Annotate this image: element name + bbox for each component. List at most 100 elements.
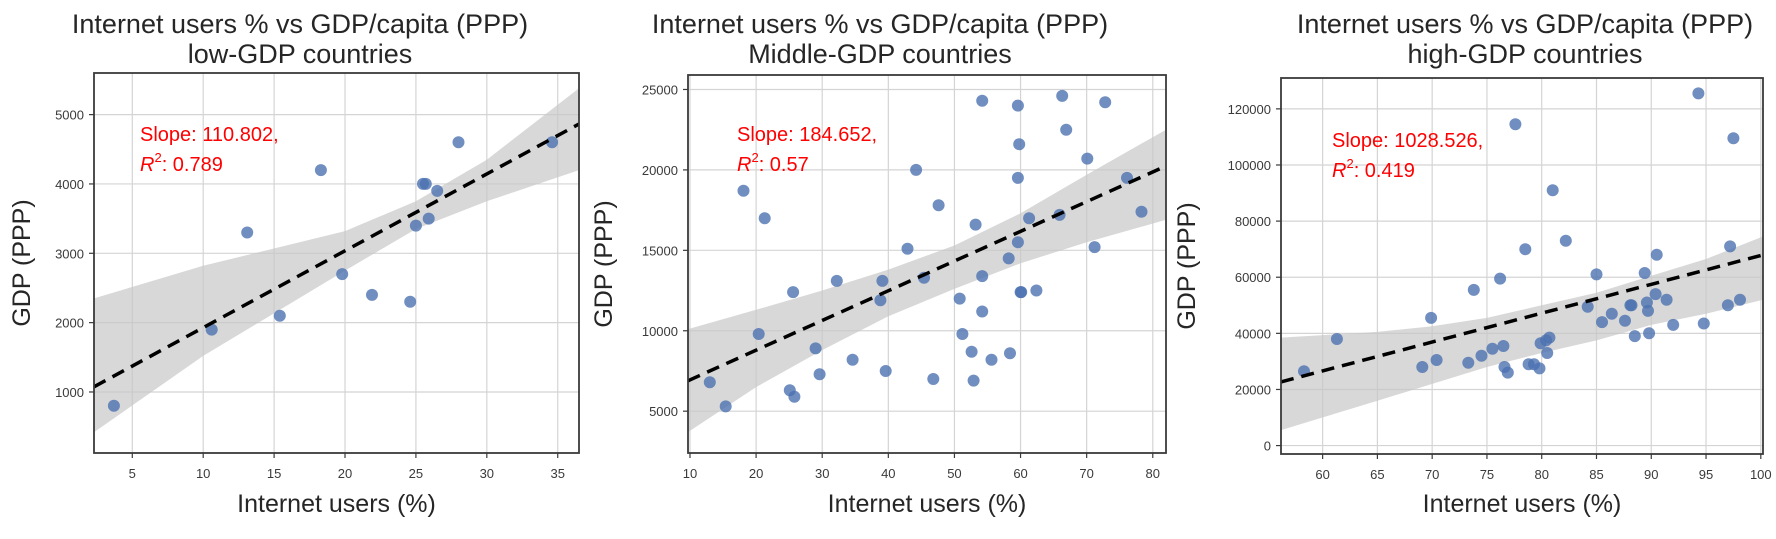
- data-point: [1135, 205, 1148, 218]
- x-tick-label: 10: [683, 466, 697, 481]
- data-point: [419, 177, 432, 190]
- data-point: [336, 268, 349, 281]
- data-point: [788, 390, 801, 403]
- x-tick-label: 30: [815, 466, 829, 481]
- x-tick-label: 100: [1750, 467, 1772, 482]
- data-point: [876, 274, 889, 287]
- data-point: [965, 345, 978, 358]
- data-point: [1501, 366, 1514, 379]
- chart-subtitle: low-GDP countries: [188, 39, 413, 69]
- r2-superscript: 2: [1346, 156, 1353, 171]
- data-point: [546, 136, 559, 149]
- data-point: [1559, 234, 1572, 247]
- y-tick-label: 1000: [55, 385, 84, 400]
- data-point: [1596, 316, 1608, 329]
- y-tick-label: 10000: [642, 324, 678, 339]
- data-point: [1667, 318, 1680, 331]
- data-point: [737, 184, 750, 197]
- data-point: [1088, 241, 1101, 254]
- y-tick-label: 20000: [642, 163, 678, 178]
- data-point: [932, 199, 945, 212]
- data-point: [1692, 87, 1705, 100]
- data-point: [1509, 118, 1522, 131]
- data-point: [273, 309, 286, 322]
- data-point: [431, 184, 444, 197]
- data-point: [976, 270, 989, 283]
- data-point: [1430, 354, 1443, 366]
- data-point: [1475, 349, 1488, 362]
- data-point: [1605, 307, 1618, 320]
- data-point: [787, 286, 800, 299]
- x-tick-label: 70: [1079, 466, 1093, 481]
- data-point: [314, 164, 327, 177]
- x-tick-label: 80: [1534, 467, 1548, 482]
- x-tick-label: 30: [480, 466, 494, 481]
- data-point: [1011, 236, 1024, 249]
- r2-value: : 0.57: [759, 154, 809, 176]
- y-tick-label: 100000: [1228, 158, 1271, 173]
- y-tick-label: 5000: [649, 404, 678, 419]
- data-point: [1467, 283, 1480, 296]
- r2-value: : 0.419: [1354, 160, 1415, 182]
- y-tick-label: 20000: [1235, 382, 1271, 397]
- r2-annotation: R2: 0.57: [737, 150, 809, 176]
- y-tick-label: 25000: [642, 82, 678, 97]
- data-point: [1533, 362, 1546, 375]
- data-point: [813, 368, 826, 381]
- chart-subtitle: Middle-GDP countries: [748, 39, 1012, 69]
- data-point: [703, 376, 716, 389]
- data-point: [409, 219, 422, 232]
- data-point: [1081, 152, 1094, 165]
- data-point: [1642, 304, 1654, 317]
- x-tick-label: 75: [1480, 467, 1494, 482]
- data-point: [953, 292, 966, 305]
- data-point: [404, 295, 417, 308]
- data-point: [1541, 347, 1554, 359]
- data-point: [241, 226, 254, 239]
- data-point: [967, 374, 980, 387]
- data-point: [1330, 333, 1343, 345]
- data-point: [1724, 240, 1737, 253]
- data-point: [1030, 284, 1043, 297]
- x-tick-label: 35: [550, 466, 564, 481]
- data-point: [1638, 267, 1651, 279]
- data-point: [1416, 361, 1429, 373]
- x-axis-label: Internet users (%): [828, 490, 1027, 518]
- slope-annotation: Slope: 184.652,: [737, 124, 877, 146]
- data-point: [1619, 314, 1631, 327]
- chart-subtitle: high-GDP countries: [1407, 39, 1642, 69]
- data-point: [910, 163, 923, 176]
- r2-annotation: R2: 0.789: [140, 150, 223, 176]
- x-tick-label: 5: [129, 466, 136, 481]
- data-point: [1727, 132, 1740, 145]
- x-tick-label: 10: [196, 466, 210, 481]
- chart-title: Internet users % vs GDP/capita (PPP): [652, 9, 1108, 39]
- data-point: [969, 218, 982, 231]
- x-axis-label: Internet users (%): [237, 490, 436, 518]
- data-point: [1625, 299, 1638, 312]
- regression-line: [94, 122, 579, 389]
- data-point: [985, 353, 998, 366]
- data-point: [879, 365, 892, 377]
- x-tick-label: 85: [1589, 467, 1603, 482]
- x-tick-label: 60: [1315, 467, 1329, 482]
- x-tick-label: 20: [749, 466, 763, 481]
- data-point: [1002, 252, 1015, 265]
- y-tick-label: 3000: [55, 246, 84, 261]
- data-point: [1650, 248, 1663, 261]
- y-tick-label: 120000: [1228, 102, 1271, 117]
- data-point: [719, 400, 732, 413]
- y-tick-label: 60000: [1235, 270, 1271, 285]
- y-tick-label: 80000: [1235, 214, 1271, 229]
- r2-symbol: R: [140, 154, 154, 176]
- data-point: [1649, 288, 1662, 301]
- x-tick-label: 50: [947, 466, 961, 481]
- data-point: [1543, 331, 1556, 344]
- data-point: [1494, 272, 1507, 285]
- data-point: [927, 373, 940, 385]
- x-tick-label: 70: [1425, 467, 1439, 482]
- data-point: [1734, 293, 1746, 306]
- data-point: [366, 288, 378, 301]
- data-point: [107, 399, 120, 412]
